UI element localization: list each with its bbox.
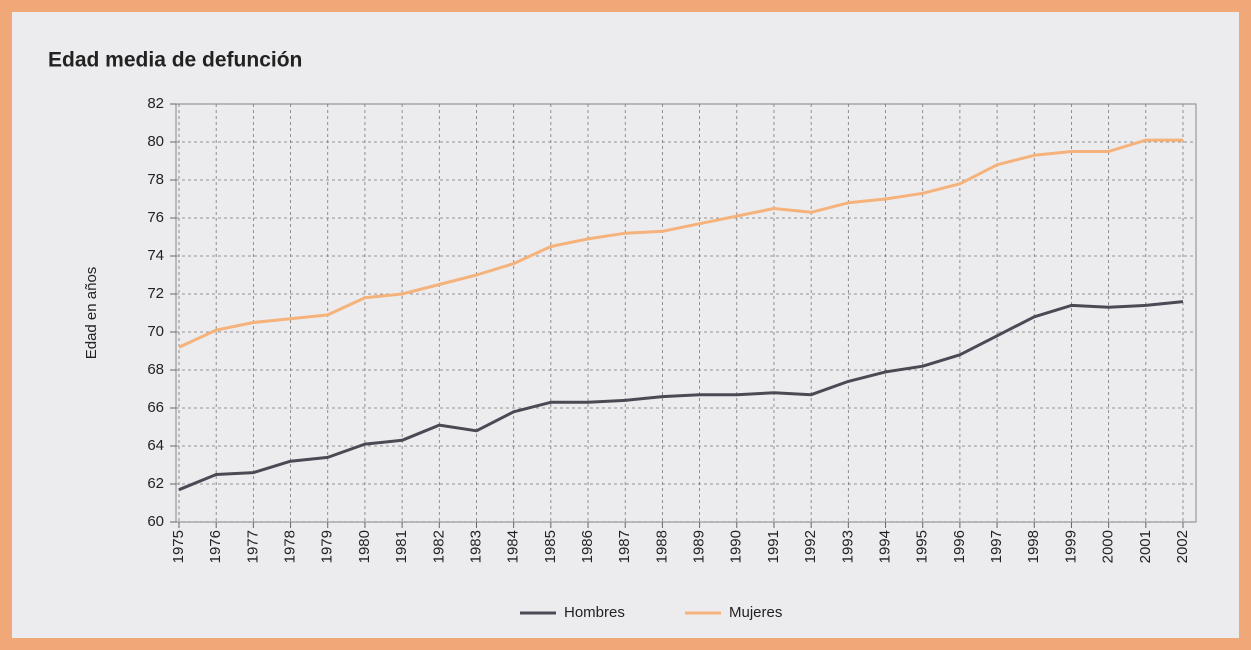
x-tick-label: 1983 bbox=[467, 530, 484, 563]
x-tick-label: 1981 bbox=[393, 530, 410, 563]
chart-title: Edad media de defunción bbox=[48, 49, 302, 72]
line-series bbox=[178, 300, 1184, 492]
legend-label: Mujeres bbox=[729, 604, 782, 621]
x-tick-label: 1975 bbox=[170, 530, 187, 563]
x-tick-label: 1979 bbox=[319, 530, 336, 563]
x-tick-label: 1984 bbox=[505, 530, 522, 563]
x-tick-label: 1989 bbox=[691, 530, 708, 563]
x-tick-label: 1990 bbox=[728, 530, 745, 563]
y-axis-label: Edad en años bbox=[83, 267, 100, 360]
y-tick-label: 80 bbox=[147, 133, 164, 150]
legend-label: Hombres bbox=[564, 604, 625, 621]
x-tick-label: 2000 bbox=[1100, 530, 1117, 563]
x-tick-label: 1980 bbox=[356, 530, 373, 563]
x-tick-label: 1995 bbox=[914, 530, 931, 563]
x-tick-label: 2002 bbox=[1174, 530, 1191, 563]
x-tick-label: 1991 bbox=[765, 530, 782, 563]
x-tick-label: 1996 bbox=[951, 530, 968, 563]
x-tick-label: 1997 bbox=[988, 530, 1005, 563]
y-tick-label: 70 bbox=[147, 323, 164, 340]
y-tick-label: 62 bbox=[147, 475, 164, 492]
y-tick-label: 66 bbox=[147, 399, 164, 416]
y-tick-label: 74 bbox=[147, 247, 164, 264]
x-tick-label: 2001 bbox=[1137, 530, 1154, 563]
x-tick-label: 1978 bbox=[282, 530, 299, 563]
x-tick-label: 1987 bbox=[616, 530, 633, 563]
x-tick-label: 1994 bbox=[876, 530, 893, 563]
x-tick-label: 1988 bbox=[653, 530, 670, 563]
x-tick-label: 1977 bbox=[244, 530, 261, 563]
y-tick-label: 82 bbox=[147, 95, 164, 112]
x-tick-label: 1985 bbox=[542, 530, 559, 563]
y-tick-label: 78 bbox=[147, 171, 164, 188]
y-tick-label: 76 bbox=[147, 209, 164, 226]
line-series bbox=[178, 138, 1183, 349]
x-tick-label: 1998 bbox=[1025, 530, 1042, 563]
x-tick-label: 1982 bbox=[430, 530, 447, 563]
y-tick-label: 68 bbox=[147, 361, 164, 378]
x-tick-label: 1976 bbox=[207, 530, 224, 563]
y-tick-label: 60 bbox=[147, 513, 164, 530]
x-tick-label: 1999 bbox=[1062, 530, 1079, 563]
x-tick-label: 1993 bbox=[839, 530, 856, 563]
y-tick-label: 72 bbox=[147, 285, 164, 302]
y-tick-label: 64 bbox=[147, 437, 164, 454]
x-tick-label: 1986 bbox=[579, 530, 596, 563]
x-tick-label: 1992 bbox=[802, 530, 819, 563]
